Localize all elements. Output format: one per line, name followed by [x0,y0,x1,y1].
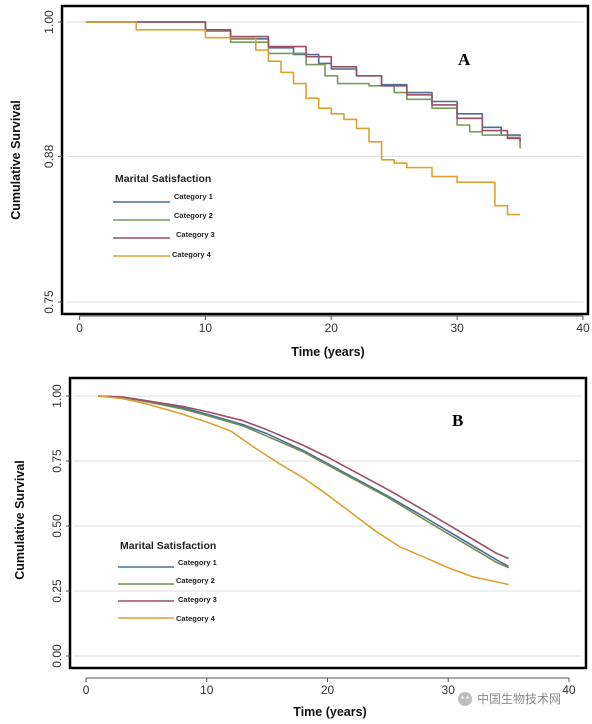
panel-a-y-axis-title: Cumulative Survival [9,100,23,220]
y-tick-label: 0.00 [50,644,64,668]
legend-label: Category 1 [178,558,217,567]
panel-b: 0.00 0.25 0.50 0.75 1.00 0 10 20 30 40 B Time (y… [13,376,588,719]
x-tick-label: 20 [321,683,335,697]
panel-a-legend-title: Marital Satisfaction [115,173,211,185]
legend-label: Category 2 [174,211,213,220]
panel-a-y-ticks: 0.75 0.88 1.00 [42,10,62,314]
panel-b-legend-item: Category 4 [118,614,216,623]
panel-b-grid [74,395,581,657]
x-tick-label: 40 [562,683,576,697]
panel-a-legend-item: Category 2 [113,211,213,221]
panel-b-legend-title: Marital Satisfaction [120,540,216,552]
legend-label: Category 2 [176,576,215,585]
panel-b-legend-item: Category 1 [118,558,217,568]
legend-label: Category 4 [172,250,212,259]
panel-b-frame [68,376,588,670]
x-tick-label: 30 [450,321,464,335]
panel-a: 0.75 0.88 1.00 0 10 20 30 40 A Time (years) Cu… [9,4,590,359]
panel-b-x-axis-title: Time (years) [293,705,366,719]
series-line [98,395,509,586]
panel-b-legend-item: Category 3 [118,595,217,604]
x-tick-label: 0 [83,683,90,697]
panel-a-frame [60,4,590,316]
series-line [98,395,509,569]
watermark-text: 中国生物技术网 [477,691,561,706]
legend-label: Category 3 [176,230,215,239]
panel-a-x-axis-title: Time (years) [291,345,364,359]
panel-a-x-ticks: 0 10 20 30 40 [76,315,590,335]
series-line [85,21,521,216]
panel-b-label: B [452,411,463,430]
panel-b-legend-item: Category 2 [118,576,215,585]
x-tick-label: 10 [199,321,213,335]
wechat-icon [458,692,472,706]
wechat-icon-eye [461,696,464,699]
y-tick-label: 0.25 [50,579,64,603]
series-line [98,395,509,568]
panel-b-x-ticks: 0 10 20 30 40 [83,677,576,697]
legend-label: Category 3 [178,595,217,604]
panel-a-label: A [458,50,471,69]
watermark: 中国生物技术网 [458,691,561,706]
y-tick-label: 0.50 [50,514,64,538]
series-line [98,395,509,560]
y-tick-label: 1.00 [50,384,64,408]
x-tick-label: 30 [442,683,456,697]
panel-b-series [98,395,509,586]
panel-a-series [85,21,521,216]
y-tick-label: 0.88 [42,144,56,168]
panel-b-y-axis-title: Cumulative Survival [13,460,27,580]
x-tick-label: 10 [200,683,214,697]
legend-label: Category 1 [174,192,213,201]
series-line [85,21,521,142]
panel-b-legend: Marital Satisfaction Category 1 Category… [118,540,217,623]
panel-a-legend-item: Category 1 [113,192,213,203]
legend-label: Category 4 [176,614,216,623]
panel-b-y-ticks: 0.00 0.25 0.50 0.75 1.00 [50,384,70,668]
x-tick-label: 0 [76,321,83,335]
x-tick-label: 20 [325,321,339,335]
x-tick-label: 40 [576,321,590,335]
y-tick-label: 1.00 [42,10,56,34]
wechat-icon-eye [466,696,469,699]
y-tick-label: 0.75 [50,449,64,473]
y-tick-label: 0.75 [42,290,56,314]
panel-a-legend-item: Category 3 [113,230,215,239]
panel-a-legend-item: Category 4 [113,250,212,259]
panel-a-legend: Marital Satisfaction Category 1 Category… [113,173,215,259]
